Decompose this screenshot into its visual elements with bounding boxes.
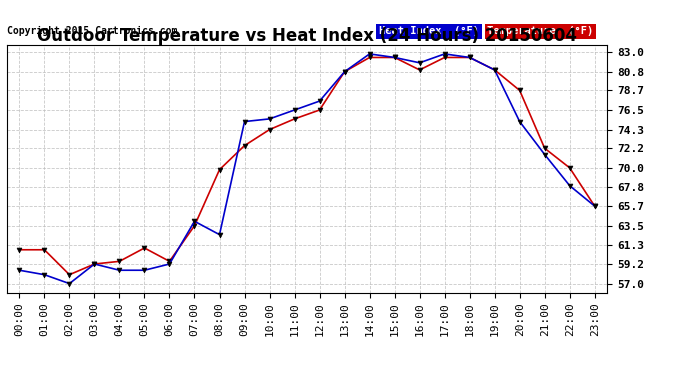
Title: Outdoor Temperature vs Heat Index (24 Hours) 20150604: Outdoor Temperature vs Heat Index (24 Ho… — [37, 27, 577, 45]
Text: Heat Index  (°F): Heat Index (°F) — [379, 26, 479, 36]
Text: Temperature  (°F): Temperature (°F) — [487, 26, 593, 36]
Text: Copyright 2015 Cartronics.com: Copyright 2015 Cartronics.com — [7, 26, 177, 36]
